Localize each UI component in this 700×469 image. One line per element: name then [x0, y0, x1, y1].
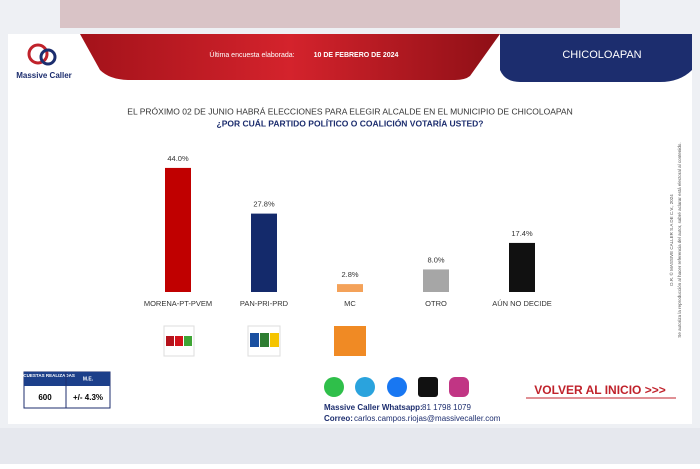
- facebook-icon[interactable]: [387, 377, 407, 397]
- category-label: MORENA-PT-PVEM: [144, 299, 212, 308]
- x-icon[interactable]: [418, 377, 438, 397]
- side-notes: D.R. © MASSIVE CALLER S.A DE C.V., 2024 …: [668, 142, 682, 337]
- value-label: 44.0%: [167, 154, 189, 163]
- survey-label: Última encuesta elaborada:: [209, 50, 294, 59]
- table-cell: 600: [38, 393, 52, 402]
- party-logo: [270, 333, 279, 347]
- category-label: MC: [344, 299, 356, 308]
- bar: [423, 269, 449, 292]
- location: CHICOLOAPAN: [562, 49, 641, 61]
- email: carlos.campos.riojas@massivecaller.com: [354, 414, 501, 423]
- back-link[interactable]: VOLVER AL INICIO >>>: [534, 383, 665, 397]
- party-logo: [184, 336, 192, 346]
- instagram-icon[interactable]: [449, 377, 469, 397]
- logo-mark: [27, 43, 49, 65]
- header-navy: [500, 34, 692, 82]
- party-logo: [250, 333, 259, 347]
- table-cell: +/- 4.3%: [73, 393, 103, 402]
- category-label: PAN-PRI-PRD: [240, 299, 289, 308]
- whatsapp-icon[interactable]: [324, 377, 344, 397]
- logo-mark: [39, 48, 57, 66]
- value-label: 8.0%: [427, 255, 444, 264]
- bar: [251, 213, 277, 292]
- party-logo: [166, 336, 174, 346]
- party-logo: [175, 336, 183, 346]
- category-label: AÚN NO DECIDE: [492, 299, 552, 308]
- side-note: Se autoriza la reproducción al hacer ref…: [677, 142, 682, 337]
- party-logo: [260, 333, 269, 347]
- chart-subtitle: ¿POR CUÁL PARTIDO POLÍTICO O COALICIÓN V…: [217, 117, 484, 128]
- bar: [337, 284, 363, 292]
- whatsapp-label: Massive Caller Whatsapp:: [324, 403, 423, 412]
- header-red: [80, 34, 500, 80]
- table-header: ENCUESTAS REALIZADAS: [17, 373, 75, 378]
- category-label: OTRO: [425, 299, 447, 308]
- card: [8, 34, 692, 424]
- logo-text: Massive Caller: [16, 71, 72, 80]
- telegram-icon[interactable]: [355, 377, 375, 397]
- survey-date: 10 DE FEBRERO DE 2024: [314, 52, 399, 59]
- whatsapp-number: 81 1798 1079: [422, 403, 471, 412]
- stats-header: [24, 372, 110, 386]
- table-header: M.E.: [83, 376, 94, 382]
- party-logo: [334, 326, 366, 356]
- blur-band: [60, 0, 620, 28]
- value-label: 17.4%: [511, 229, 533, 238]
- side-note: D.R. © MASSIVE CALLER S.A DE C.V., 2024: [668, 194, 674, 286]
- value-label: 27.8%: [253, 200, 275, 209]
- chart-title: EL PRÓXIMO 02 DE JUNIO HABRÁ ELECCIONES …: [127, 106, 572, 116]
- value-label: 2.8%: [341, 270, 358, 279]
- bar: [165, 167, 191, 292]
- blur-footer: [0, 428, 700, 464]
- bar: [509, 242, 535, 292]
- email-label: Correo:: [324, 414, 353, 423]
